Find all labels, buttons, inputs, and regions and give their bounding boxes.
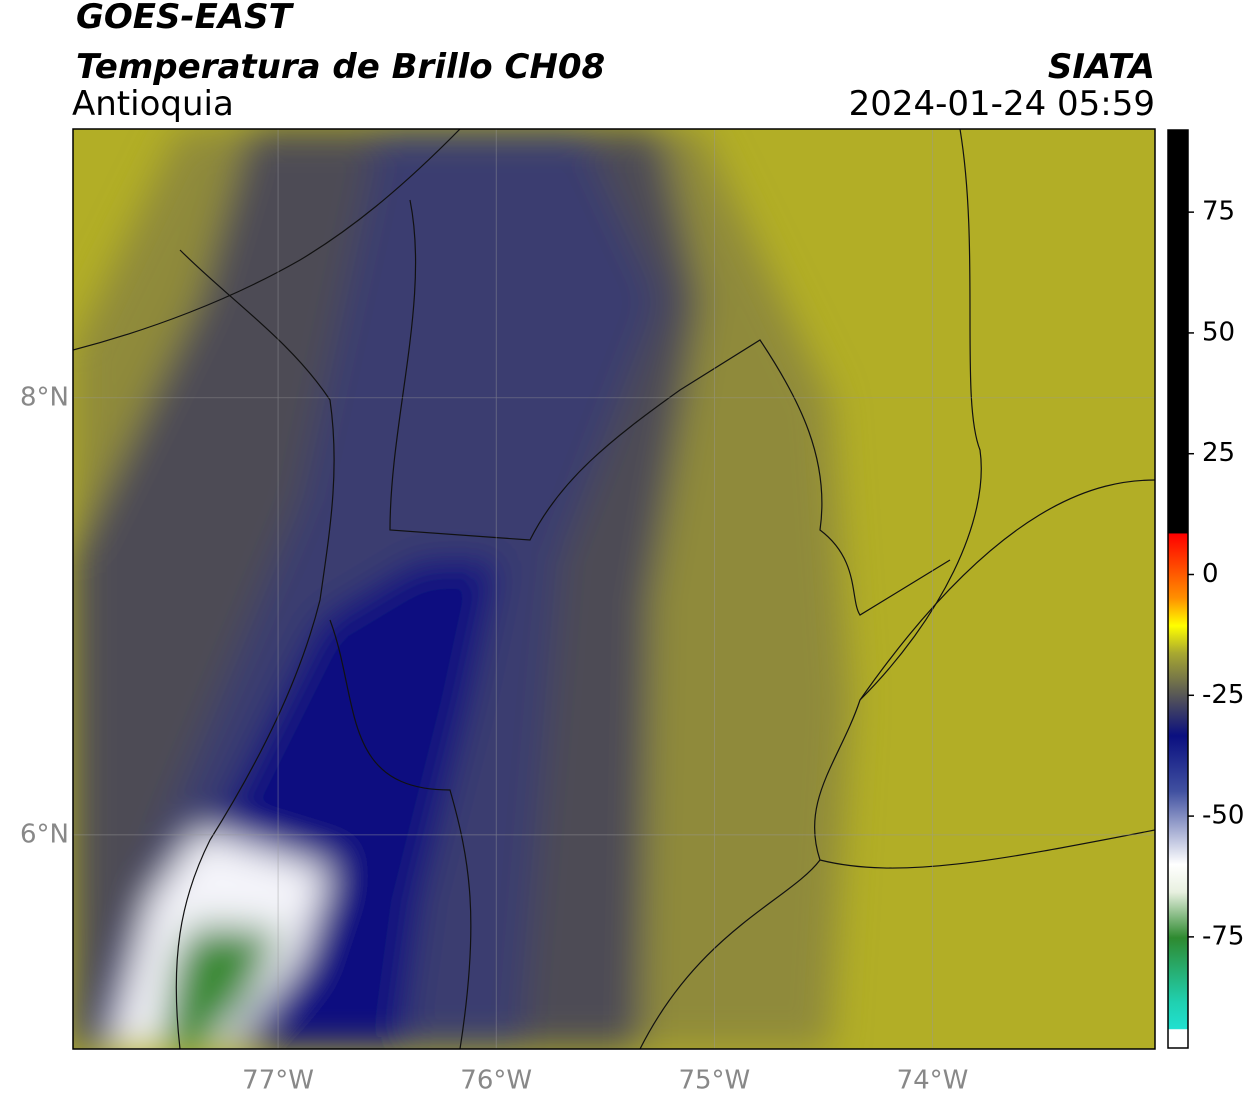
colorbar-tick-label: 0 — [1202, 559, 1219, 589]
lat-tick-label: 8°N — [20, 382, 69, 412]
colorbar-tick-label: 50 — [1202, 317, 1235, 347]
lon-tick-label: 76°W — [460, 1066, 532, 1096]
colorbar-tick-label: 75 — [1202, 197, 1235, 227]
lon-tick-label: 77°W — [242, 1066, 314, 1096]
lon-tick-label: 75°W — [678, 1066, 750, 1096]
colorbar-tick-label: -75 — [1202, 921, 1244, 951]
colorbar — [1167, 129, 1189, 1049]
colorbar-tick-label: 25 — [1202, 438, 1235, 468]
lon-tick-label: 74°W — [897, 1066, 969, 1096]
source: SIATA — [1048, 47, 1155, 87]
lat-tick-label: 6°N — [20, 819, 69, 849]
map-frame — [72, 128, 1156, 1050]
map-image — [73, 129, 1155, 1049]
region: Antioquia — [72, 84, 234, 124]
title: GOES-EAST — [76, 0, 295, 37]
colorbar-tick-label: -50 — [1202, 801, 1244, 831]
timestamp: 2024-01-24 05:59 — [849, 84, 1155, 124]
colorbar-tick-label: -25 — [1202, 680, 1244, 710]
subtitle: Temperatura de Brillo CH08 — [76, 47, 605, 87]
